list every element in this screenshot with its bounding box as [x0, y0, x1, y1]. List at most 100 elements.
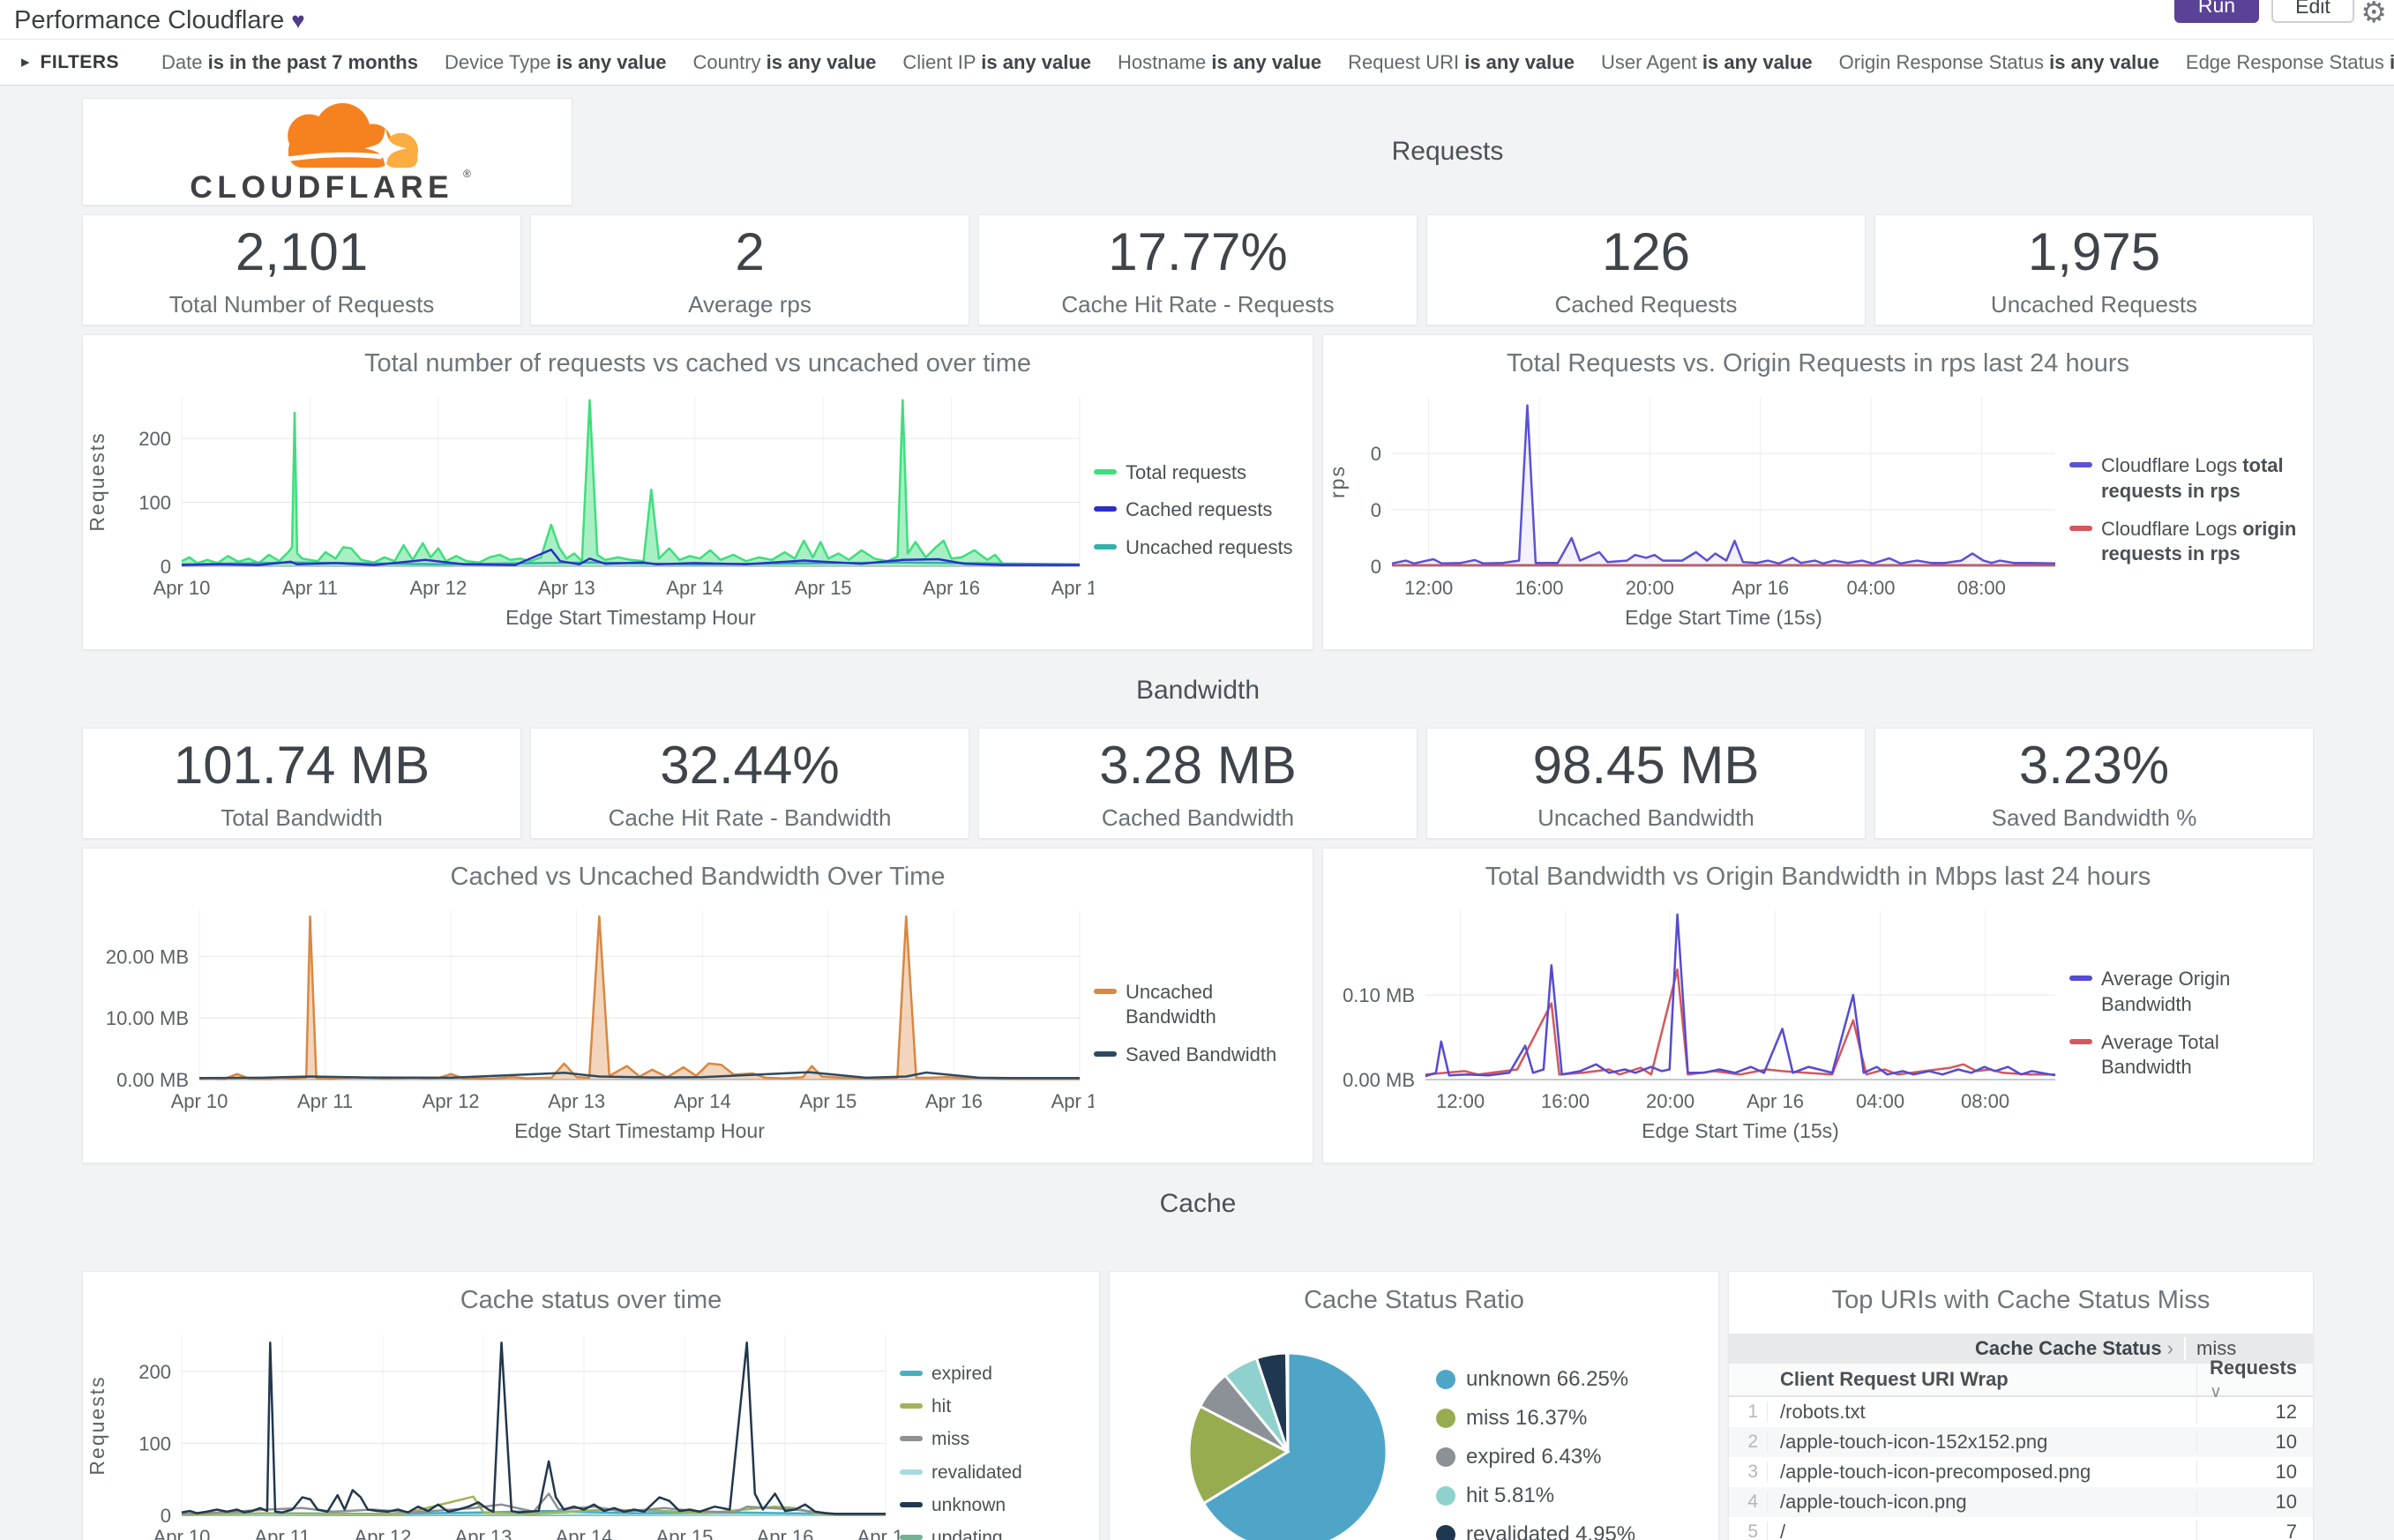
legend-label: expired 6.43%: [1466, 1445, 1602, 1469]
table-row[interactable]: 3 /apple-touch-icon-precomposed.png 10: [1729, 1457, 2313, 1487]
row-requests: 7: [2196, 1521, 2313, 1540]
cloudflare-logo-tile: CLOUDFLARE ®: [82, 98, 572, 206]
chart-title: Total Bandwidth vs Origin Bandwidth in M…: [1485, 863, 2151, 891]
stat-tile: 2,101 Total Number of Requests: [82, 214, 521, 325]
section-title-cache: Cache: [1159, 1189, 1237, 1218]
table-row[interactable]: 4 /apple-touch-icon.png 10: [1729, 1487, 2313, 1517]
row-requests: 10: [2196, 1491, 2313, 1514]
requests-column-header[interactable]: Requests ∨: [2196, 1357, 2313, 1402]
svg-text:Apr 12: Apr 12: [355, 1526, 412, 1540]
legend-dot: [1436, 1486, 1455, 1506]
legend-item-revalidated[interactable]: revalidated 4.95%: [1436, 1522, 1635, 1540]
bw_time-plot-svg[interactable]: Apr 10 Apr 11 Apr 12 Apr 13 Apr 14 Apr 15 Apr …: [83, 898, 1108, 1145]
svg-text:Apr 14: Apr 14: [674, 1090, 731, 1112]
stat-value: 1,975: [2027, 222, 2161, 281]
svg-text:0.00 MB: 0.00 MB: [1343, 1069, 1415, 1091]
pivot-label: Cache Cache Status ›: [1975, 1337, 2173, 1359]
stat-tile: 17.77% Cache Hit Rate - Requests: [978, 214, 1418, 325]
svg-text:Requests: Requests: [86, 1375, 108, 1475]
filter-user-agent[interactable]: User Agent is any value: [1600, 50, 1813, 73]
filter-device-type[interactable]: Device Type is any value: [444, 50, 667, 73]
svg-text:Edge Start Timestamp Hour: Edge Start Timestamp Hour: [505, 606, 756, 629]
svg-text:Apr 15: Apr 15: [795, 577, 852, 599]
legend-item-revalidated[interactable]: revalidated: [900, 1461, 1076, 1484]
svg-text:Edge Start Time (15s): Edge Start Time (15s): [1625, 606, 1822, 629]
req_time-plot-svg[interactable]: Apr 10 Apr 11 Apr 12 Apr 13 Apr 14 Apr 15 Apr …: [83, 385, 1108, 632]
row-number: 1: [1729, 1402, 1768, 1423]
legend-dot: [1436, 1525, 1455, 1540]
table-row[interactable]: 1 /robots.txt 12: [1729, 1397, 2313, 1427]
legend-item-total-requests-in-rps[interactable]: Cloudflare Logs total requests in rps: [2069, 453, 2304, 504]
legend-label: Average Origin Bandwidth: [2101, 968, 2231, 1015]
svg-text:08:00: 08:00: [1957, 577, 2006, 599]
chart-tile-cache-ratio: Cache Status Ratio unknown 66.25% miss 16…: [1109, 1271, 1719, 1540]
svg-text:04:00: 04:00: [1856, 1090, 1904, 1112]
filter-client-ip[interactable]: Client IP is any value: [902, 50, 1092, 73]
stat-label: Saved Bandwidth %: [1991, 804, 2197, 831]
svg-text:Apr 15: Apr 15: [656, 1526, 714, 1540]
pie-slice-updating[interactable]: [1285, 1351, 1290, 1453]
legend-label: miss: [931, 1429, 970, 1450]
legend-item-uncached-bandwidth[interactable]: Uncached Bandwidth: [1094, 980, 1302, 1030]
svg-text:10.00 MB: 10.00 MB: [106, 1007, 189, 1029]
legend-item-unknown[interactable]: unknown: [900, 1493, 1076, 1517]
legend-item-total-requests[interactable]: Total requests: [1094, 460, 1293, 486]
stat-value: 98.45 MB: [1532, 736, 1760, 795]
svg-text:20:00: 20:00: [1626, 577, 1674, 599]
pie-slice-unknown[interactable]: [1201, 1351, 1388, 1540]
filter-edge-response-status[interactable]: Edge Response Status is any value: [2185, 50, 2394, 73]
legend-chip: [900, 1402, 923, 1409]
run-button[interactable]: Run: [2174, 0, 2259, 23]
legend-label: Average Total Bandwidth: [2101, 1030, 2219, 1079]
cloudflare-wordmark: CLOUDFLARE: [190, 169, 453, 204]
filter-date[interactable]: Date is in the past 7 months: [161, 50, 418, 73]
settings-gear-icon[interactable]: ⚙: [2360, 0, 2387, 28]
rps_24h-plot-svg[interactable]: 12:00 16:00 20:00 Apr 16 04:00 08:00 0 0 0 Edge S…: [1323, 385, 2069, 632]
svg-text:04:00: 04:00: [1846, 577, 1895, 599]
legend-label: Uncached Bandwidth: [1126, 980, 1216, 1028]
legend-item-unknown[interactable]: unknown 66.25%: [1436, 1367, 1635, 1392]
legend-item-expired[interactable]: expired 6.43%: [1436, 1445, 1635, 1469]
rps-24h-chart: 12:00 16:00 20:00 Apr 16 04:00 08:00 0 0 0 Edge S…: [1323, 385, 2069, 636]
registered-mark: ®: [463, 168, 471, 180]
filter-country[interactable]: Country is any value: [692, 50, 877, 73]
stat-tile: 3.28 MB Cached Bandwidth: [978, 728, 1418, 839]
legend-dot: [1436, 1409, 1455, 1428]
svg-text:rps: rps: [1326, 465, 1349, 498]
pie-slice-miss[interactable]: [1187, 1404, 1291, 1506]
legend-item-average-origin-bandwidth[interactable]: Average Origin Bandwidth: [2069, 967, 2304, 1017]
table-row[interactable]: 2 /apple-touch-icon-152x152.png 10: [1729, 1427, 2313, 1457]
legend-item-uncached-requests[interactable]: Uncached requests: [1094, 535, 1293, 561]
svg-text:Apr 16: Apr 16: [1732, 577, 1789, 599]
bw_24h-plot-svg[interactable]: 12:00 16:00 20:00 Apr 16 04:00 08:00 0.00 MB 0.…: [1323, 898, 2069, 1145]
chart-tile-bandwidth-over-time: Cached vs Uncached Bandwidth Over Time A…: [82, 848, 1313, 1163]
legend-item-average-total-bandwidth[interactable]: Average Total Bandwidth: [2069, 1030, 2304, 1080]
legend-item-updating[interactable]: updating: [900, 1526, 1076, 1540]
table-title: Top URIs with Cache Status Miss: [1831, 1286, 2211, 1314]
legend-item-miss[interactable]: miss: [900, 1427, 1076, 1451]
svg-text:200: 200: [138, 428, 171, 450]
svg-text:Apr 10: Apr 10: [153, 577, 211, 599]
cache-ratio-pie-svg[interactable]: [1173, 1337, 1403, 1540]
legend-chip: [1094, 988, 1117, 994]
filter-request-uri[interactable]: Request URI is any value: [1348, 50, 1575, 73]
legend-item-expired[interactable]: expired: [900, 1362, 1076, 1386]
edit-button[interactable]: Edit: [2271, 0, 2354, 23]
table-row[interactable]: 5 / 7: [1729, 1517, 2313, 1540]
filter-origin-response-status[interactable]: Origin Response Status is any value: [1838, 50, 2159, 73]
legend-item-cached-requests[interactable]: Cached requests: [1094, 497, 1293, 523]
legend-item-miss[interactable]: miss 16.37%: [1436, 1406, 1635, 1431]
filters-label[interactable]: FILTERS: [40, 51, 119, 72]
table-column-headers: Client Request URI Wrap Requests ∨: [1729, 1357, 2313, 1402]
filter-hostname[interactable]: Hostname is any value: [1118, 50, 1322, 73]
row-requests: 10: [2196, 1431, 2313, 1454]
legend-item-saved-bandwidth[interactable]: Saved Bandwidth: [1094, 1043, 1302, 1068]
legend-item-hit[interactable]: hit 5.81%: [1436, 1484, 1635, 1508]
legend-item-hit[interactable]: hit: [900, 1394, 1076, 1418]
filters-expand-icon[interactable]: ▸: [21, 53, 30, 71]
dashboard-title: Performance Cloudflare ♥: [14, 6, 305, 34]
svg-text:16:00: 16:00: [1541, 1090, 1590, 1112]
legend-label: unknown: [931, 1494, 1006, 1515]
cache_time-plot-svg[interactable]: Apr 10 Apr 11 Apr 12 Apr 13 Apr 14 Apr 15 Apr …: [83, 1321, 914, 1540]
legend-item-origin-requests-in-rps[interactable]: Cloudflare Logs origin requests in rps: [2069, 517, 2304, 567]
